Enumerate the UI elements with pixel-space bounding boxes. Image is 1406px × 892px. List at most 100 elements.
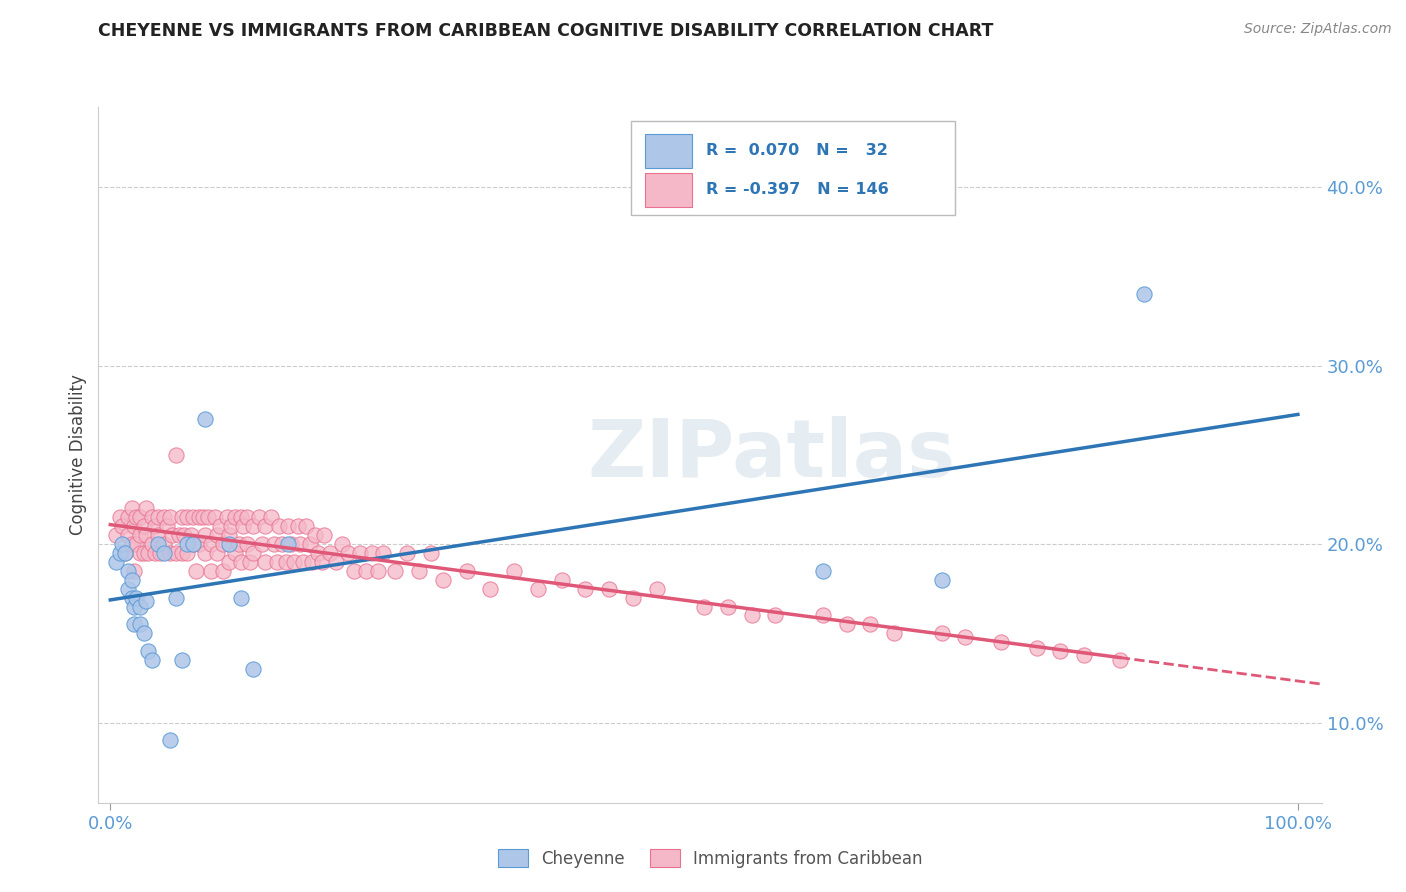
Point [135, 594, 157, 608]
Text: R =  0.070   N =   32: R = 0.070 N = 32 [706, 144, 889, 159]
Point [503, 564, 526, 578]
Point [141, 537, 163, 551]
Point [277, 519, 299, 533]
Bar [645, 134, 692, 168]
Point [259, 510, 281, 524]
Point [132, 519, 155, 533]
Point [212, 537, 235, 551]
Point [741, 608, 763, 623]
Point [122, 564, 145, 578]
Point [325, 555, 347, 569]
Point [420, 546, 443, 560]
Text: ZIPatlas: ZIPatlas [588, 416, 955, 494]
Point [349, 546, 371, 560]
Point [160, 528, 183, 542]
Point [236, 510, 259, 524]
Point [835, 617, 858, 632]
Point [312, 528, 335, 542]
Point [114, 546, 136, 560]
Point [132, 626, 155, 640]
Point [105, 528, 128, 542]
Point [125, 510, 148, 524]
Point [121, 501, 143, 516]
Point [141, 653, 163, 667]
Point [287, 519, 309, 533]
Point [304, 528, 326, 542]
Point [145, 546, 167, 560]
Point [129, 546, 152, 560]
Point [253, 519, 276, 533]
Point [301, 555, 323, 569]
Point [117, 510, 139, 524]
Point [645, 582, 668, 596]
Point [373, 546, 395, 560]
Point [432, 573, 454, 587]
Point [274, 555, 297, 569]
Point [197, 510, 219, 524]
Point [336, 546, 359, 560]
Point [298, 537, 321, 551]
Point [229, 591, 252, 605]
Point [165, 591, 187, 605]
Point [277, 537, 299, 551]
Point [221, 519, 243, 533]
Point [330, 537, 353, 551]
Point [183, 510, 205, 524]
Point [291, 555, 314, 569]
Point [271, 537, 294, 551]
Point [135, 501, 157, 516]
Point [114, 546, 136, 560]
Point [170, 510, 193, 524]
Point [229, 510, 252, 524]
Point [215, 510, 238, 524]
Point [122, 599, 145, 614]
Point [1108, 653, 1130, 667]
Point [184, 564, 207, 578]
Point [408, 564, 430, 578]
Point [550, 573, 572, 587]
Point [242, 519, 264, 533]
Point [267, 519, 290, 533]
Point [307, 546, 329, 560]
Point [183, 537, 205, 551]
Point [122, 519, 145, 533]
Point [188, 510, 211, 524]
Point [1025, 640, 1047, 655]
Point [396, 546, 419, 560]
Point [176, 537, 198, 551]
Point [295, 519, 318, 533]
Y-axis label: Cognitive Disability: Cognitive Disability [69, 375, 87, 535]
Point [108, 546, 131, 560]
Point [188, 537, 211, 551]
Point [811, 608, 834, 623]
Point [159, 733, 181, 747]
Point [129, 510, 152, 524]
Point [598, 582, 620, 596]
Point [121, 573, 143, 587]
Point [136, 644, 159, 658]
Point [165, 448, 187, 462]
Point [232, 519, 254, 533]
Point [931, 626, 953, 640]
Point [152, 510, 174, 524]
Point [205, 528, 228, 542]
Point [176, 546, 198, 560]
Point [252, 537, 274, 551]
Point [117, 582, 139, 596]
Point [121, 537, 143, 551]
Point [280, 537, 302, 551]
Point [239, 555, 262, 569]
Point [194, 412, 217, 426]
Point [717, 599, 740, 614]
Point [136, 546, 159, 560]
Point [111, 519, 134, 533]
Point [170, 546, 193, 560]
Point [135, 528, 157, 542]
Point [354, 564, 377, 578]
Point [228, 537, 250, 551]
Point [204, 510, 226, 524]
Point [173, 528, 195, 542]
Point [343, 564, 366, 578]
Point [266, 555, 288, 569]
Point [105, 555, 128, 569]
